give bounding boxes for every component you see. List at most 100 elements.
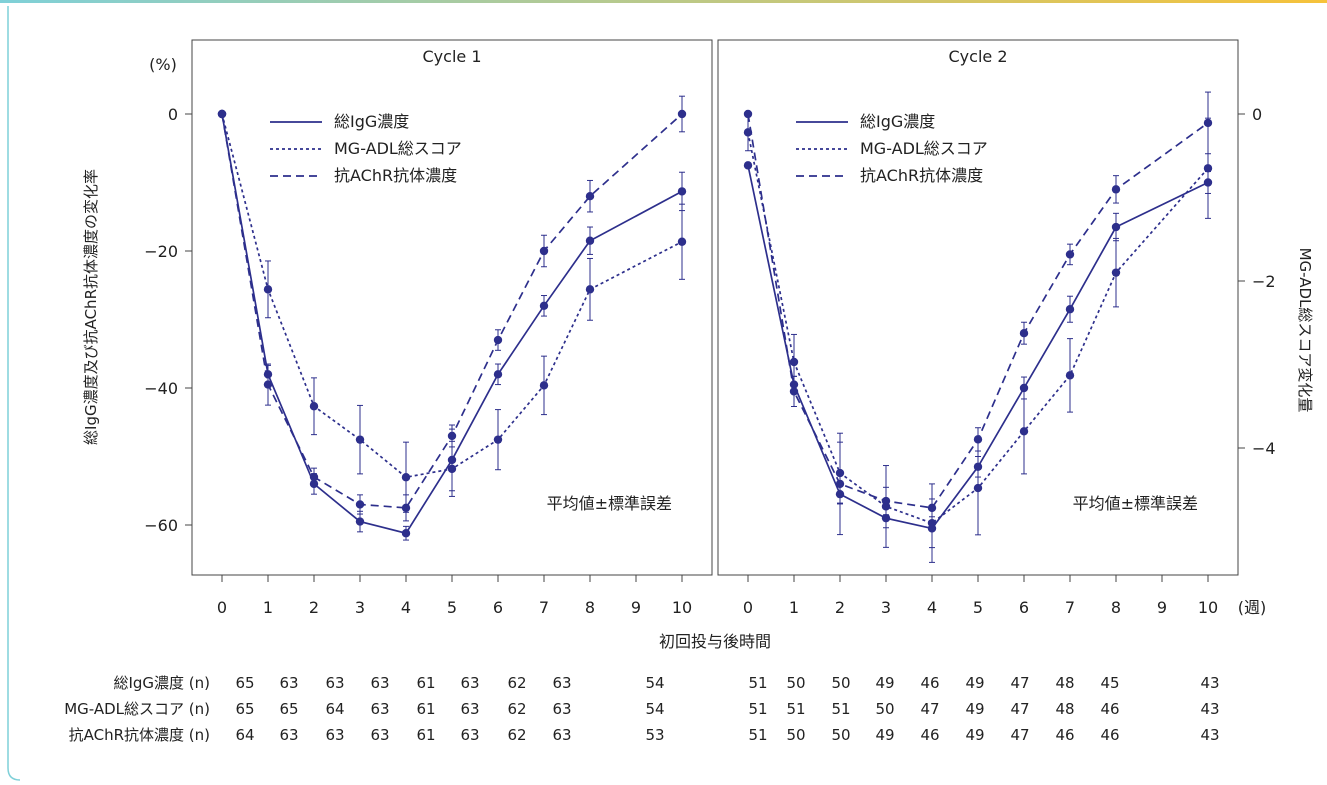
n-table-cell: 45 <box>1100 674 1119 692</box>
series-line-2 <box>221 113 683 479</box>
n-table-cell: 47 <box>920 700 939 718</box>
data-point <box>927 503 937 513</box>
data-point <box>539 301 549 310</box>
legend-label: 総IgG濃度 <box>860 112 935 131</box>
data-point <box>539 246 549 256</box>
data-point <box>447 464 457 474</box>
n-table-cell: 65 <box>279 700 298 718</box>
data-point <box>1111 185 1121 194</box>
n-table-cell: 47 <box>1010 674 1029 692</box>
x-axis-tick-label: 0 <box>743 598 753 617</box>
n-table-cell: 50 <box>875 700 894 718</box>
n-table-cell: 63 <box>460 726 479 744</box>
data-point <box>1111 222 1121 232</box>
x-axis-unit: (週) <box>1238 598 1267 617</box>
n-table-cell: 46 <box>1100 726 1119 744</box>
data-point <box>973 483 983 493</box>
data-point <box>1065 371 1075 380</box>
n-table-cell: 61 <box>416 700 435 718</box>
n-table-cell: 46 <box>1055 726 1074 744</box>
n-table-cell: 63 <box>325 726 344 744</box>
data-point <box>881 496 891 506</box>
n-table-cell: 48 <box>1055 674 1074 692</box>
n-table-row-label: 総IgG濃度 (n) <box>113 674 210 692</box>
data-point <box>835 479 845 489</box>
n-table-cell: 61 <box>416 674 435 692</box>
n-table-cell: 50 <box>786 726 805 744</box>
data-point <box>493 435 503 444</box>
data-point <box>401 529 411 538</box>
n-table-cell: 50 <box>831 726 850 744</box>
left-frame-line <box>7 6 21 781</box>
n-table-cell: 48 <box>1055 700 1074 718</box>
n-table-cell: 49 <box>965 726 984 744</box>
n-table-cell: 49 <box>875 674 894 692</box>
x-axis-tick-label: 8 <box>585 598 595 617</box>
series-line-1 <box>747 165 1209 530</box>
right-axis-tick-label: −2 <box>1252 272 1276 291</box>
x-axis-tick-label: 1 <box>263 598 273 617</box>
left-axis-tick-label: −40 <box>144 379 178 398</box>
data-point <box>355 500 365 509</box>
data-point <box>927 518 937 528</box>
x-axis-tick-label: 2 <box>309 598 319 617</box>
x-axis-tick-label: 10 <box>1198 598 1218 617</box>
n-table-cell: 63 <box>370 726 389 744</box>
n-table-cell: 51 <box>831 700 850 718</box>
legend-label: 抗AChR抗体濃度 <box>334 166 457 185</box>
n-table-cell: 63 <box>552 700 571 718</box>
n-table-cell: 49 <box>965 700 984 718</box>
n-table-cell: 54 <box>645 674 664 692</box>
x-axis-tick-label: 4 <box>401 598 411 617</box>
x-axis-tick-label: 6 <box>1019 598 1029 617</box>
x-axis-tick-label: 6 <box>493 598 503 617</box>
legend-label: MG-ADL総スコア <box>334 139 462 158</box>
data-point <box>355 435 365 444</box>
x-axis-tick-label: 7 <box>1065 598 1075 617</box>
n-table-cell: 62 <box>507 674 526 692</box>
n-table-cell: 62 <box>507 700 526 718</box>
n-table-cell: 65 <box>235 700 254 718</box>
data-point <box>447 431 457 441</box>
n-table-cell: 50 <box>831 674 850 692</box>
x-axis-tick-label: 8 <box>1111 598 1121 617</box>
x-axis-tick-label: 3 <box>881 598 891 617</box>
n-table-cell: 63 <box>552 674 571 692</box>
n-table-cell: 63 <box>279 674 298 692</box>
data-point <box>355 517 365 526</box>
data-point <box>585 285 595 294</box>
n-table-cell: 51 <box>748 726 767 744</box>
data-point <box>401 503 411 513</box>
n-table-cell: 54 <box>645 700 664 718</box>
n-table-cell: 46 <box>1100 700 1119 718</box>
x-axis-tick-label: 1 <box>789 598 799 617</box>
n-table-cell: 43 <box>1200 726 1219 744</box>
n-table-cell: 46 <box>920 674 939 692</box>
n-table-row-label: 抗AChR抗体濃度 (n) <box>69 726 210 744</box>
n-table-cell: 63 <box>460 700 479 718</box>
data-point <box>585 192 595 201</box>
data-point <box>539 381 549 390</box>
x-axis-label: 初回投与後時間 <box>659 632 771 651</box>
series-line-3 <box>747 113 1209 509</box>
annotation: 平均値±標準誤差 <box>1073 494 1198 513</box>
n-table-cell: 62 <box>507 726 526 744</box>
x-axis-tick-label: 2 <box>835 598 845 617</box>
n-table-cell: 63 <box>552 726 571 744</box>
data-point <box>493 370 503 379</box>
right-axis-tick-label: 0 <box>1252 105 1262 124</box>
data-point <box>1065 305 1075 314</box>
n-table-cell: 64 <box>235 726 254 744</box>
n-table-cell: 47 <box>1010 700 1029 718</box>
data-point <box>743 161 753 170</box>
x-axis-tick-label: 9 <box>1157 598 1167 617</box>
panel-title: Cycle 1 <box>423 47 482 66</box>
data-point <box>677 109 687 119</box>
left-axis-tick-label: −20 <box>144 242 178 261</box>
n-table-cell: 43 <box>1200 674 1219 692</box>
n-table-cell: 51 <box>786 700 805 718</box>
left-axis-unit: (%) <box>149 55 177 74</box>
n-table-cell: 63 <box>370 674 389 692</box>
data-point <box>789 357 799 367</box>
